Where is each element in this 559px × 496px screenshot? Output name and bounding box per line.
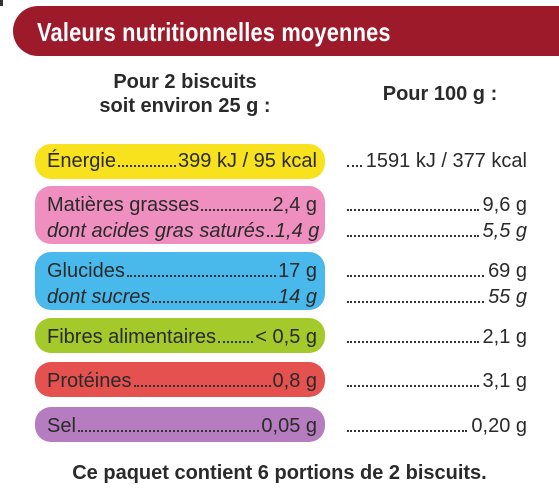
page-title: Valeurs nutritionnelles moyennes: [37, 17, 391, 47]
fat-label: Matières grasses: [47, 194, 200, 216]
carbohydrates-per100: 69 g: [488, 260, 527, 282]
leader-dots: [347, 209, 479, 211]
leader-dots: [117, 165, 177, 167]
fat-row: Matières grasses 2,4 g: [47, 190, 317, 216]
leader-dots: [347, 301, 485, 303]
fibre-label: Fibres alimentaires: [47, 326, 216, 348]
protein-per100-row: 3,1 g: [347, 366, 527, 392]
sugars-per100-row: 55 g: [347, 282, 527, 308]
energy-pill: [35, 144, 325, 179]
saturated-fat-per100-row: 5,5 g: [347, 216, 527, 242]
carbohydrates-label: Glucides: [47, 260, 125, 282]
portion-header-line1: Pour 2 biscuits: [113, 71, 257, 93]
leader-dots: [347, 275, 485, 277]
fat-pill: [35, 186, 325, 244]
energy-portion: 399 kJ / 95 kcal: [178, 150, 317, 172]
salt-label: Sel: [47, 415, 76, 437]
salt-portion: 0,05 g: [261, 415, 317, 437]
carbohydrates-pill: [35, 252, 325, 310]
sugars-per100: 55 g: [488, 286, 527, 308]
fat-portion: 2,4 g: [272, 194, 317, 216]
leader-dots: [347, 385, 479, 387]
energy-per100-row: 1591 kJ / 377 kcal: [347, 146, 527, 172]
fibre-portion: < 0,5 g: [255, 326, 317, 348]
corner-mark: [0, 0, 3, 6]
leader-dots: [347, 165, 362, 167]
per100-header: Pour 100 g :: [382, 83, 498, 105]
leader-dots: [266, 235, 273, 237]
fat-per100-row: 9,6 g: [347, 190, 527, 216]
saturated-fat-row: dont acides gras saturés 1,4 g: [47, 216, 320, 242]
salt-per100-row: 0,20 g: [347, 411, 527, 437]
energy-row: Énergie 399 kJ / 95 kcal: [47, 146, 317, 172]
leader-dots: [347, 341, 479, 343]
portion-header-line2: soit environ 25 g :: [99, 95, 271, 117]
salt-per100: 0,20 g: [471, 415, 527, 437]
portion-footnote-text: Ce paquet contient 6 portions de 2 biscu…: [72, 462, 487, 484]
carbohydrates-per100-row: 69 g: [347, 256, 527, 282]
sugars-label: dont sucres: [47, 286, 151, 308]
carbohydrates-portion: 17 g: [278, 260, 317, 282]
sugars-portion: 14 g: [278, 286, 317, 308]
title-banner: Valeurs nutritionnelles moyennes: [13, 6, 559, 56]
energy-per100: 1591 kJ / 377 kcal: [365, 150, 527, 172]
sugars-row: dont sucres 14 g: [47, 282, 317, 308]
fat-per100: 9,6 g: [482, 194, 527, 216]
energy-label: Énergie: [47, 150, 116, 172]
fibre-per100-row: 2,1 g: [347, 322, 527, 348]
leader-dots: [126, 275, 277, 277]
leader-dots: [347, 235, 479, 237]
protein-per100: 3,1 g: [482, 370, 527, 392]
carbohydrates-row: Glucides 17 g: [47, 256, 317, 282]
fibre-per100: 2,1 g: [482, 326, 527, 348]
leader-dots: [217, 341, 254, 343]
protein-label: Protéines: [47, 370, 132, 392]
protein-portion: 0,8 g: [272, 370, 317, 392]
fibre-row: Fibres alimentaires < 0,5 g: [47, 322, 317, 348]
per100-column-header: Pour 100 g :: [365, 82, 515, 106]
saturated-fat-per100: 5,5 g: [482, 220, 527, 242]
saturated-fat-label: dont acides gras saturés: [47, 220, 265, 242]
protein-row: Protéines 0,8 g: [47, 366, 317, 392]
salt-pill: [35, 407, 325, 442]
saturated-fat-portion: 1,4 g: [274, 220, 320, 242]
salt-row: Sel 0,05 g: [47, 411, 317, 437]
leader-dots: [201, 209, 271, 211]
protein-pill: [35, 362, 325, 397]
portion-footnote: Ce paquet contient 6 portions de 2 biscu…: [0, 462, 559, 485]
leader-dots: [347, 430, 468, 432]
fibre-pill: [35, 318, 325, 353]
leader-dots: [133, 385, 271, 387]
leader-dots: [77, 430, 260, 432]
portion-column-header: Pour 2 biscuits soit environ 25 g :: [80, 70, 290, 118]
leader-dots: [152, 301, 277, 303]
